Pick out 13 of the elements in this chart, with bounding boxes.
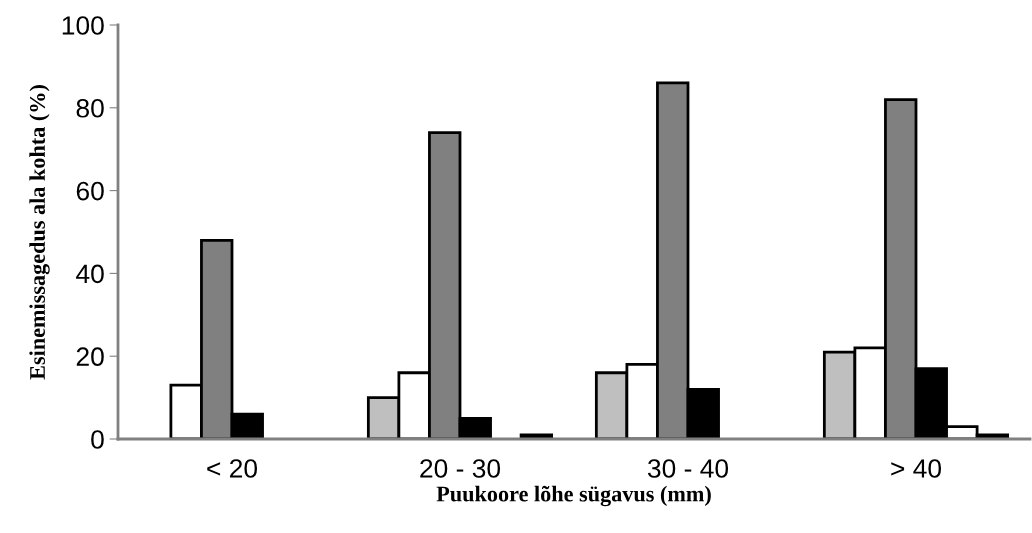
x-tick-label: < 20 [207,459,258,478]
y-tick-label: 60 [76,181,104,201]
y-tick-label: 100 [62,16,104,35]
x-tick-label: 30 - 40 [647,459,729,478]
x-tick-label: > 40 [891,459,942,478]
y-tick-label: 20 [76,347,104,367]
y-tick-label: 80 [76,98,104,118]
y-axis-title: Esinemissagedus ala kohta (%) [29,85,50,380]
y-tick-label: 0 [91,430,104,449]
x-axis-title: Puukoore lõhe sügavus (mm) [436,485,711,507]
x-tick-label: 20 - 30 [420,459,501,478]
y-tick-label: 40 [76,264,104,284]
bar [519,433,554,439]
